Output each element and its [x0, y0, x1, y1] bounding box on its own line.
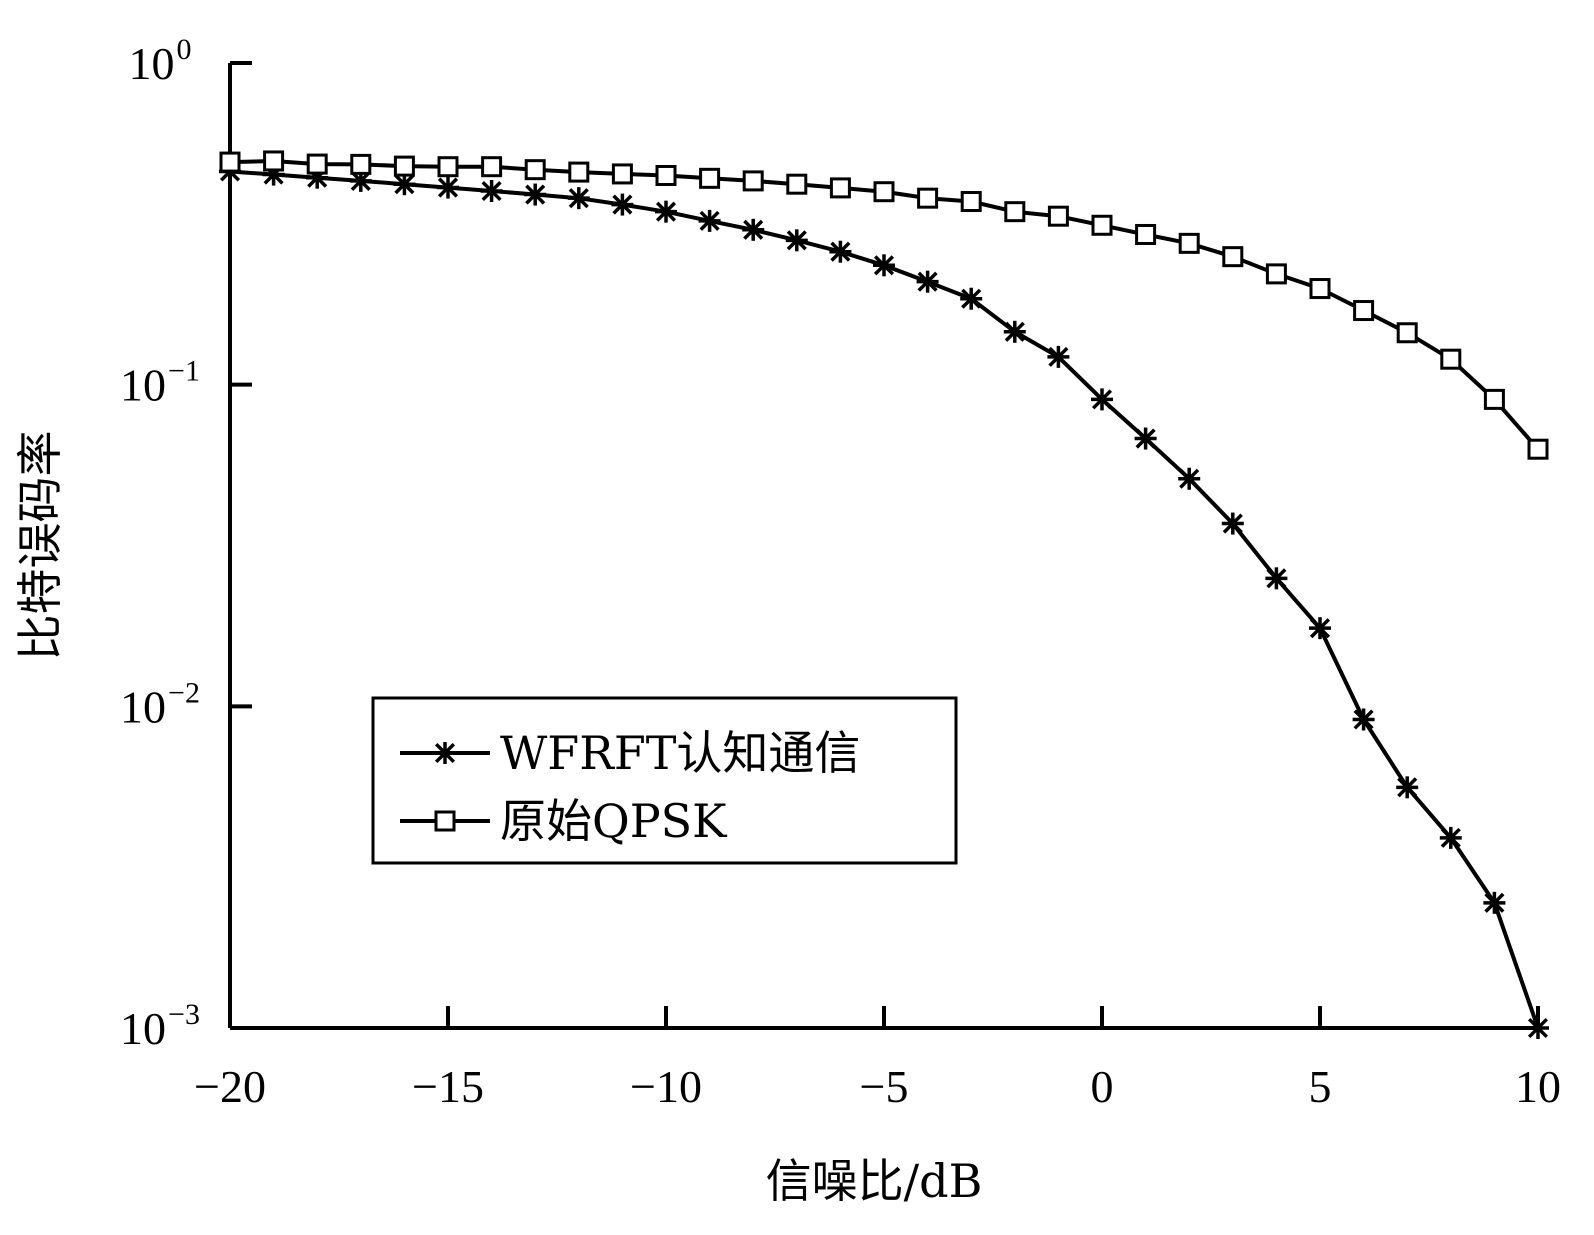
- data-point: [1353, 300, 1375, 322]
- x-tick-label: 10: [1515, 1061, 1561, 1112]
- data-point: [698, 209, 721, 232]
- data-point: [917, 187, 939, 209]
- data-point: [1396, 776, 1419, 799]
- data-point: [1178, 232, 1200, 254]
- data-point: [1091, 388, 1113, 411]
- data-point: [1004, 201, 1026, 223]
- data-point: [567, 187, 590, 210]
- data-point: [1352, 708, 1375, 731]
- data-point: [742, 170, 764, 192]
- legend-marker: [434, 810, 456, 832]
- y-tick-exponent: −2: [168, 676, 200, 709]
- data-point: [611, 163, 633, 185]
- data-point: [873, 181, 895, 203]
- data-point: [1265, 263, 1287, 285]
- data-point: [524, 183, 547, 206]
- y-tick-exponent: 0: [177, 33, 192, 66]
- data-point: [873, 254, 895, 277]
- data-point: [524, 159, 546, 181]
- series-layer: [219, 150, 1549, 1039]
- data-point: [219, 151, 241, 173]
- data-point: [350, 153, 372, 175]
- data-point: [1221, 512, 1244, 535]
- data-point: [786, 173, 808, 195]
- data-point: [393, 173, 416, 196]
- data-point: [655, 200, 677, 223]
- y-tick-base: 10: [120, 1003, 166, 1054]
- x-ticks: −20 −15 −10 −5 0 5 10: [194, 1006, 1561, 1112]
- data-point: [1178, 467, 1201, 490]
- data-point: [437, 156, 459, 178]
- data-point: [655, 164, 677, 186]
- data-point: [960, 191, 982, 213]
- data-point: [1135, 223, 1157, 245]
- y-axis-label: 比特误码率: [13, 431, 67, 661]
- data-point: [480, 180, 503, 203]
- legend-label: WFRFT认知通信: [500, 726, 860, 780]
- y-tick-base: 10: [129, 38, 175, 89]
- data-point: [1483, 388, 1505, 410]
- legend-item: WFRFT认知通信: [400, 726, 860, 780]
- data-point: [1527, 438, 1549, 460]
- data-point: [829, 177, 851, 199]
- y-tick-label: 100: [129, 33, 192, 89]
- data-point: [1527, 1017, 1549, 1039]
- data-point: [1439, 826, 1462, 849]
- data-point: [611, 193, 634, 216]
- y-tick-exponent: −1: [168, 355, 200, 388]
- data-point: [1309, 617, 1331, 640]
- data-point: [1047, 345, 1070, 368]
- data-point: [393, 155, 415, 177]
- y-tick-exponent: −3: [168, 998, 200, 1031]
- data-point: [785, 229, 808, 252]
- data-point: [1091, 214, 1113, 236]
- x-tick-label: −20: [194, 1061, 266, 1112]
- y-tick-base: 10: [120, 360, 166, 411]
- data-point: [1265, 567, 1288, 590]
- legend-marker: [434, 742, 456, 764]
- data-point: [1483, 891, 1506, 914]
- data-point: [1396, 322, 1418, 344]
- legend-box: [371, 696, 958, 865]
- series-wfrft: [219, 160, 1549, 1039]
- data-point: [306, 153, 328, 175]
- series-qpsk: [219, 150, 1549, 460]
- data-point: [1047, 205, 1069, 227]
- x-tick-label: 0: [1091, 1061, 1114, 1112]
- y-tick-label: 10−1: [120, 355, 200, 411]
- data-point: [916, 270, 939, 293]
- x-tick-label: −5: [860, 1061, 909, 1112]
- x-tick-label: −15: [412, 1061, 484, 1112]
- data-point: [437, 176, 459, 199]
- data-point: [960, 287, 983, 310]
- x-axis-label: 信噪比/dB: [766, 1154, 983, 1208]
- data-point: [829, 240, 852, 263]
- data-point: [568, 161, 590, 183]
- data-point: [1003, 320, 1026, 343]
- data-point: [742, 218, 765, 241]
- data-point: [1222, 246, 1244, 268]
- data-point: [481, 156, 503, 178]
- legend-item: 原始QPSK: [400, 794, 728, 848]
- x-tick-label: −10: [630, 1061, 702, 1112]
- y-tick-label: 10−2: [120, 676, 200, 732]
- y-tick-label: 10−3: [120, 998, 200, 1054]
- series-line: [229, 159, 1540, 451]
- y-tick-base: 10: [120, 681, 166, 732]
- data-point: [1134, 427, 1157, 450]
- data-point: [699, 167, 721, 189]
- x-tick-label: 5: [1309, 1061, 1332, 1112]
- data-point: [263, 150, 285, 172]
- data-point: [1309, 278, 1331, 300]
- data-point: [1440, 348, 1462, 370]
- legend-label: 原始QPSK: [500, 794, 728, 848]
